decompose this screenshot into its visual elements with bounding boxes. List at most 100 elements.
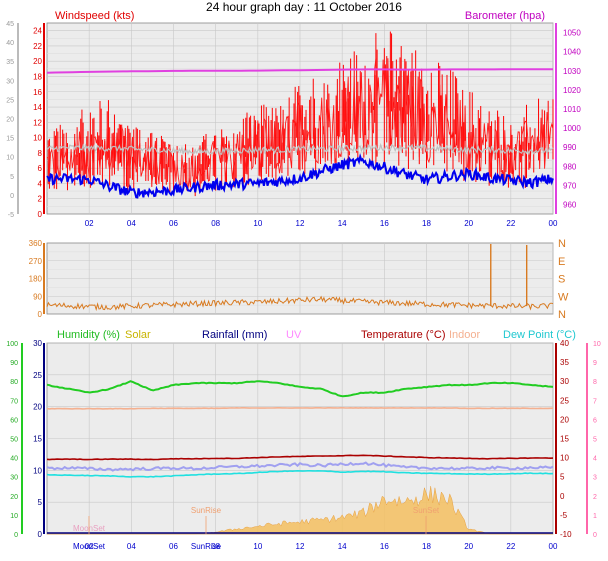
barometer-axis: 960 970 980 990 1000 1010 1020 1030 1040 1050	[555, 23, 581, 214]
series-indoorline	[46, 406, 554, 410]
rainfall-tick: 15	[33, 435, 42, 444]
baro-tick: 1030	[563, 67, 581, 76]
wind-left-tick: 14	[33, 103, 42, 112]
wind-x-tick: 08	[211, 219, 220, 228]
header-rainfall: Rainfall (mm)	[202, 329, 267, 341]
multi-x-tick: 00	[549, 542, 558, 551]
wind-x-tick: 20	[464, 219, 473, 228]
solar-area	[47, 486, 553, 535]
humidity-axis: 0 10 20 30 40 50 60 70 80 90 100	[6, 341, 23, 539]
barometer-line	[46, 68, 553, 74]
wind-left-tick: 22	[33, 42, 42, 51]
baro-tick: 1000	[563, 124, 581, 133]
wind-left-tick: 10	[33, 134, 42, 143]
uv-tick: 5	[593, 437, 597, 444]
humidity-tick: 40	[10, 456, 18, 463]
series-temperature-c-line	[46, 454, 554, 461]
wind-x-tick: 12	[296, 219, 305, 228]
wind-left-tick: 20	[33, 57, 42, 66]
uv-tick: 2	[593, 494, 597, 501]
rainfall-tick: 25	[33, 371, 42, 380]
header-humidity: Humidity (%)	[57, 329, 120, 341]
multi-panel: Humidity (%) Solar Rainfall (mm) UV Temp…	[6, 329, 601, 551]
wind-outer-tick: 25	[6, 97, 14, 104]
multi-x-tick: 10	[253, 542, 262, 551]
compass-tick: E	[558, 256, 565, 268]
wind-left-tick: 8	[38, 149, 43, 158]
header-indoor: Indoor	[449, 329, 481, 341]
temperature-tick: 0	[560, 492, 565, 501]
baro-tick: 960	[563, 200, 577, 209]
rainfall-tick: 30	[33, 339, 42, 348]
direction-series-layer	[46, 243, 554, 312]
rainfall-tick: 20	[33, 403, 42, 412]
multi-x-tick: 18	[422, 542, 431, 551]
temperature-tick: 40	[560, 339, 569, 348]
multi-x-tick: 12	[296, 542, 305, 551]
humidity-tick: 90	[10, 360, 18, 367]
temperature-tick: 15	[560, 435, 569, 444]
humidity-tick: 20	[10, 494, 18, 501]
multi-x-tick: 02	[85, 542, 94, 551]
wind-x-tick: 00	[549, 219, 558, 228]
direction-degree-tick: 360	[29, 239, 43, 248]
wind-left-tick: 2	[38, 195, 43, 204]
multi-series-layer	[46, 380, 554, 535]
wind-x-tick: 18	[422, 219, 431, 228]
wind-outer-tick: 35	[6, 59, 14, 66]
annotation-label: SunRise	[191, 542, 222, 551]
temperature-tick: 10	[560, 454, 569, 463]
wind-outer-tick: 5	[10, 174, 14, 181]
rainfall-axis: 0 5 10 15 20 25 30	[33, 339, 45, 539]
multi-x-tick: 20	[464, 542, 473, 551]
baro-tick: 980	[563, 162, 577, 171]
direction-degree-tick: 0	[38, 310, 43, 319]
wind-outer-tick: -5	[8, 212, 14, 219]
wind-panel: Windspeed (kts) Barometer (hpa) -5 0 5 10 15…	[6, 10, 581, 228]
uv-tick: 9	[593, 360, 597, 367]
humidity-tick: 10	[10, 513, 18, 520]
page-title: 24 hour graph day : 11 October 2016	[206, 0, 402, 14]
temperature-tick: -5	[560, 511, 568, 520]
baro-tick: 1020	[563, 86, 581, 95]
wind-left-tick: 18	[33, 72, 42, 81]
baro-tick: 1040	[563, 48, 581, 57]
multi-x-tick: 14	[338, 542, 347, 551]
humidity-tick: 70	[10, 398, 18, 405]
wind-series-layer	[46, 31, 554, 199]
multi-x-tick: 08	[211, 542, 220, 551]
direction-line	[46, 295, 554, 312]
annotation-label: SunRise	[191, 506, 222, 515]
wind-x-tick: 16	[380, 219, 389, 228]
humidity-tick: 80	[10, 379, 18, 386]
multi-x-tick: 04	[127, 542, 136, 551]
series-humidity-line	[46, 380, 554, 398]
temperature-tick: 20	[560, 415, 569, 424]
uv-tick: 4	[593, 456, 597, 463]
temperature-axis: -10 -5 0 5 10 15 20 25 30 35 40	[555, 339, 572, 539]
wind-left-tick: 16	[33, 88, 42, 97]
annotation-label: SunSet	[413, 506, 440, 515]
rainfall-tick: 10	[33, 466, 42, 475]
multi-x-tick: 16	[380, 542, 389, 551]
wind-outer-tick: 15	[6, 136, 14, 143]
temperature-tick: 30	[560, 377, 569, 386]
wind-left-tick: 4	[38, 179, 43, 188]
wind-outer-axis: -5 0 5 10 15 20 25 30 35 40 45	[6, 21, 19, 219]
series-temperature-feelsline	[46, 461, 554, 472]
uv-tick: 6	[593, 417, 597, 424]
wind-left-tick: 24	[33, 27, 42, 36]
wind-x-tick: 06	[169, 219, 178, 228]
humidity-tick: 50	[10, 437, 18, 444]
wind-outer-tick: 30	[6, 78, 14, 85]
wind-outer-tick: 40	[6, 40, 14, 47]
wind-x-tick: 22	[506, 219, 515, 228]
rainfall-tick: 5	[38, 498, 43, 507]
temperature-tick: 25	[560, 396, 569, 405]
header-dew-point: Dew Point (°C)	[503, 329, 576, 341]
uv-tick: 10	[593, 341, 601, 348]
multi-x-tick: 06	[169, 542, 178, 551]
